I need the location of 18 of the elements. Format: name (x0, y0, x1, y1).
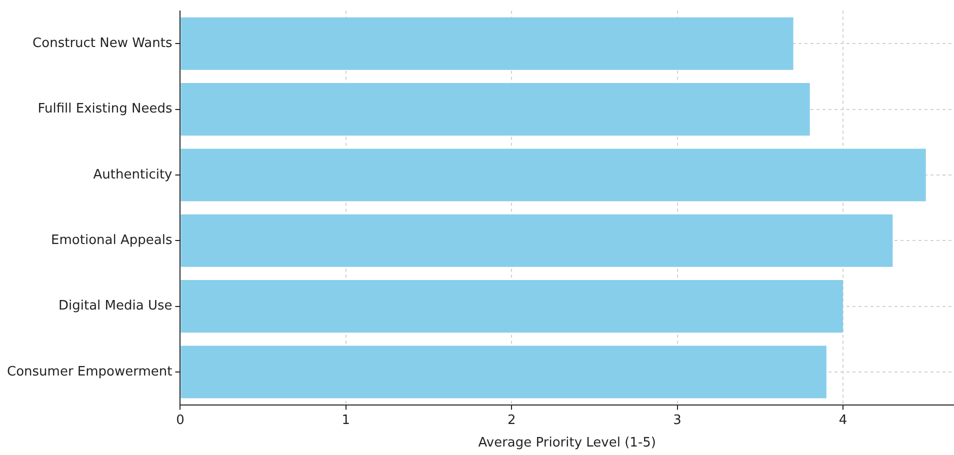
x-tick-label: 4 (838, 412, 848, 428)
y-tick-label: Construct New Wants (32, 36, 172, 52)
y-tick-label: Consumer Empowerment (7, 364, 172, 380)
x-tick-label: 1 (342, 412, 350, 428)
y-tick-label: Authenticity (93, 167, 173, 182)
x-axis-title: Average Priority Level (1-5) (478, 436, 656, 451)
y-tick-label: Fulfill Existing Needs (38, 102, 172, 117)
x-tick-label: 2 (507, 412, 516, 428)
bar (180, 17, 794, 70)
y-tick-label: Emotional Appeals (51, 233, 172, 248)
bar (180, 280, 843, 333)
bar (180, 83, 810, 136)
y-tick-label: Digital Media Use (58, 298, 172, 314)
x-tick-label: 3 (673, 412, 682, 428)
bar (180, 214, 893, 267)
bar (180, 346, 826, 398)
bar (180, 148, 926, 202)
x-tick-label: 0 (176, 412, 184, 428)
